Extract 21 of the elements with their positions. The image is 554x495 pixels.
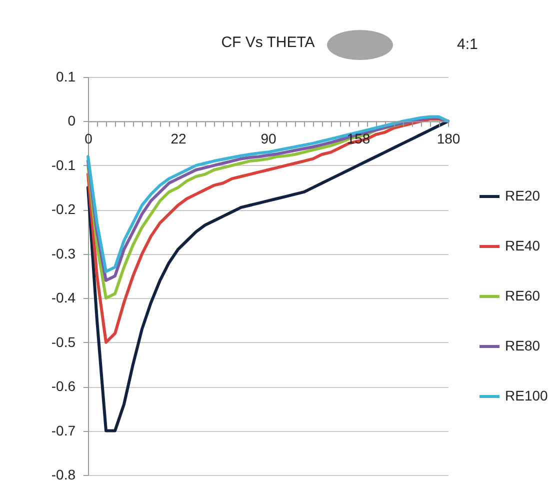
- legend-label: RE100: [505, 388, 548, 404]
- x-tick-label: 0: [84, 130, 93, 147]
- legend-label: RE80: [505, 338, 540, 354]
- legend-label: RE20: [505, 188, 540, 204]
- y-tick-label: -0.8: [51, 466, 76, 482]
- y-tick-label: 0.1: [56, 68, 76, 84]
- y-tick-label: -0.3: [51, 245, 76, 262]
- x-tick-label: 180: [436, 130, 460, 147]
- legend-label: RE60: [505, 288, 540, 304]
- y-tick-label: -0.4: [51, 290, 76, 306]
- x-tick-label: 22: [170, 130, 186, 147]
- y-tick-label: -0.5: [51, 334, 76, 350]
- y-tick-label: -0.2: [51, 201, 76, 218]
- x-tick-label: 90: [260, 130, 276, 147]
- y-tick-label: 0: [68, 112, 76, 129]
- y-tick-label: -0.7: [51, 422, 76, 438]
- chart-title: CF Vs THETA: [221, 34, 315, 51]
- legend-label: RE40: [505, 238, 540, 254]
- y-tick-label: -0.1: [51, 156, 76, 173]
- y-tick-label: -0.6: [51, 378, 76, 394]
- text: 4:1: [457, 36, 478, 53]
